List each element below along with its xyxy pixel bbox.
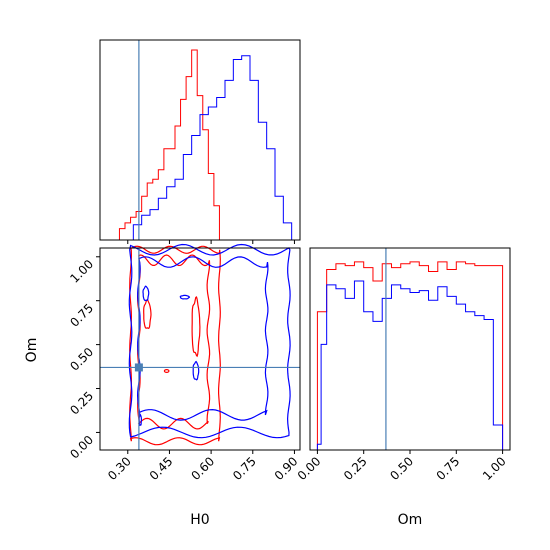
contour-red (143, 299, 152, 330)
contour-blue (136, 256, 269, 421)
om-bottom-tick-label: 0.25 (341, 454, 370, 483)
h0-histograms (118, 49, 293, 240)
om-histogram-red (316, 261, 504, 450)
h0-tick-label: 0.45 (147, 454, 176, 483)
h0-histogram-red (118, 49, 220, 240)
contour-blue (192, 360, 200, 381)
om-tick-label: 0.25 (67, 389, 96, 418)
contour-red (163, 368, 170, 374)
om-bottom-tick-label: 1.00 (480, 454, 509, 483)
joint-contours (128, 243, 291, 446)
h0-tick-label: 0.30 (105, 454, 134, 483)
om-marginal-frame (309, 247, 511, 451)
contour-blue (138, 413, 142, 427)
contour-blue (142, 285, 150, 302)
om-bottom-tick-label: 0.75 (434, 454, 463, 483)
contour-red (191, 296, 201, 358)
om-tick-label: 0.00 (67, 433, 96, 462)
contour-red (129, 245, 221, 446)
om-histogram-blue (316, 280, 504, 450)
om-bottom-tick-label: 0.00 (295, 454, 324, 483)
h0-marginal-ticks (127, 240, 295, 244)
om-bottom-axis-label: Om (398, 512, 423, 528)
joint-frame (99, 247, 301, 451)
h0-tick-label: 0.75 (230, 454, 259, 483)
om-tick-label: 0.75 (67, 301, 96, 330)
h0-histogram-blue (132, 55, 293, 240)
truth-point-marker (134, 363, 143, 372)
h0-marginal-panel (99, 39, 301, 244)
om-tick-label: 0.50 (67, 345, 96, 374)
om-marginal-panel: 0.00 0.25 0.50 0.75 1.00 Om (295, 247, 511, 528)
joint-panel: 0.30 0.45 0.60 0.75 0.90 0.00 0.25 0.50 0.75 1.00… (24, 243, 301, 528)
h0-tick-label: 0.60 (188, 454, 217, 483)
om-axis-label: Om (24, 338, 40, 363)
h0-tick-label: 0.90 (272, 454, 301, 483)
h0-marginal-frame (99, 39, 301, 241)
contour-blue (179, 294, 191, 300)
h0-axis-label: H0 (190, 512, 209, 528)
contour-blue (128, 243, 291, 439)
om-marginal-ticks: 0.00 0.25 0.50 0.75 1.00 (295, 450, 509, 483)
om-histograms (316, 261, 504, 450)
om-tick-label: 1.00 (67, 257, 96, 286)
om-bottom-tick-label: 0.50 (387, 454, 416, 483)
